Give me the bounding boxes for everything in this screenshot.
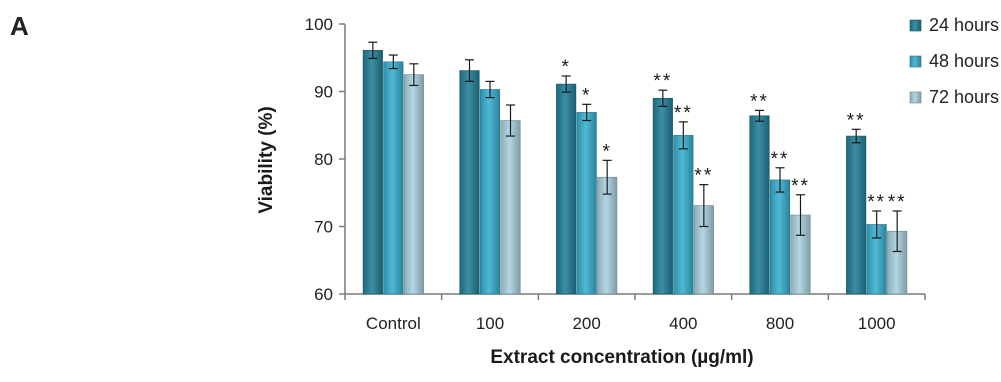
bar-24-hours-200 [556, 83, 577, 295]
legend-label: 48 hours [929, 51, 999, 71]
x-tick-label: 100 [476, 314, 504, 333]
bar-72-hours-200 [597, 176, 618, 295]
x-tick-label: 400 [669, 314, 697, 333]
y-tick-label: 100 [305, 15, 333, 34]
significance-mark: ** [771, 149, 790, 170]
legend: 24 hours 48 hours 72 hours [909, 15, 999, 107]
y-tick-label: 70 [314, 218, 333, 237]
significance-mark: ** [791, 176, 810, 197]
bar-24-hours-800 [749, 115, 770, 295]
y-tick-label: 60 [314, 285, 333, 304]
bar-24-hours-400 [652, 97, 673, 295]
significance-mark: * [561, 57, 570, 78]
y-tick-label: 90 [314, 83, 333, 102]
bar-72-hours-Control [403, 74, 424, 295]
legend-swatch [909, 91, 922, 104]
significance-mark: ** [867, 192, 886, 213]
significance-mark: ** [674, 103, 693, 124]
y-axis-label: Viability (%) [256, 106, 277, 213]
bar-72-hours-100 [500, 120, 521, 295]
legend-swatch [909, 55, 922, 68]
x-tick-label: Control [366, 314, 421, 333]
legend-swatch [909, 19, 922, 32]
bar-48-hours-200 [576, 112, 597, 295]
bar-24-hours-1000 [846, 135, 867, 295]
x-tick-label: 200 [572, 314, 600, 333]
bar-48-hours-400 [673, 135, 694, 295]
significance-mark: ** [653, 71, 672, 92]
bar-24-hours-Control [362, 50, 383, 295]
bar-24-hours-100 [459, 70, 480, 295]
y-tick-label: 80 [314, 150, 333, 169]
significance-mark: * [582, 85, 591, 106]
x-tick-label: 1000 [858, 314, 896, 333]
legend-label: 24 hours [929, 15, 999, 35]
significance-mark: ** [847, 110, 866, 131]
significance-mark: * [602, 141, 611, 162]
panel-label: A [10, 11, 29, 41]
x-tick-label: 800 [766, 314, 794, 333]
bar-48-hours-100 [479, 89, 501, 295]
significance-mark: ** [750, 91, 769, 112]
bar-48-hours-Control [383, 61, 404, 295]
bar-48-hours-800 [769, 179, 791, 295]
significance-mark: ** [694, 166, 713, 187]
x-axis-label: Extract concentration (µg/ml) [490, 347, 753, 368]
significance-mark: ** [888, 192, 907, 213]
legend-label: 72 hours [929, 87, 999, 107]
